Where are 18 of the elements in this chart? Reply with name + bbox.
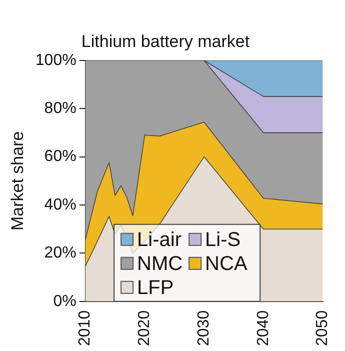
series-label: NMC — [137, 252, 183, 275]
y-tick-label: 20% — [44, 244, 76, 262]
x-tick-label: 2030 — [195, 310, 212, 346]
chart-title: Lithium battery market — [81, 32, 250, 51]
y-axis-title: Market share — [8, 131, 27, 231]
y-tick-label: 100% — [35, 52, 76, 69]
legend-label: NCA — [205, 252, 248, 275]
x-tick-label: 2050 — [314, 310, 332, 346]
x-tick-label: 2010 — [76, 310, 94, 346]
series-label: Li-air — [137, 228, 182, 251]
x-tick-label: 2020 — [136, 310, 154, 346]
series-label: LFP — [137, 276, 174, 299]
y-tick-label: 80% — [44, 100, 76, 118]
y-tick-label: 60% — [44, 148, 76, 166]
x-tick-label: 2040 — [254, 310, 272, 346]
legend-label: Li-S — [205, 228, 241, 251]
y-tick-label: 0% — [53, 292, 76, 310]
y-tick-label: 40% — [44, 196, 76, 214]
